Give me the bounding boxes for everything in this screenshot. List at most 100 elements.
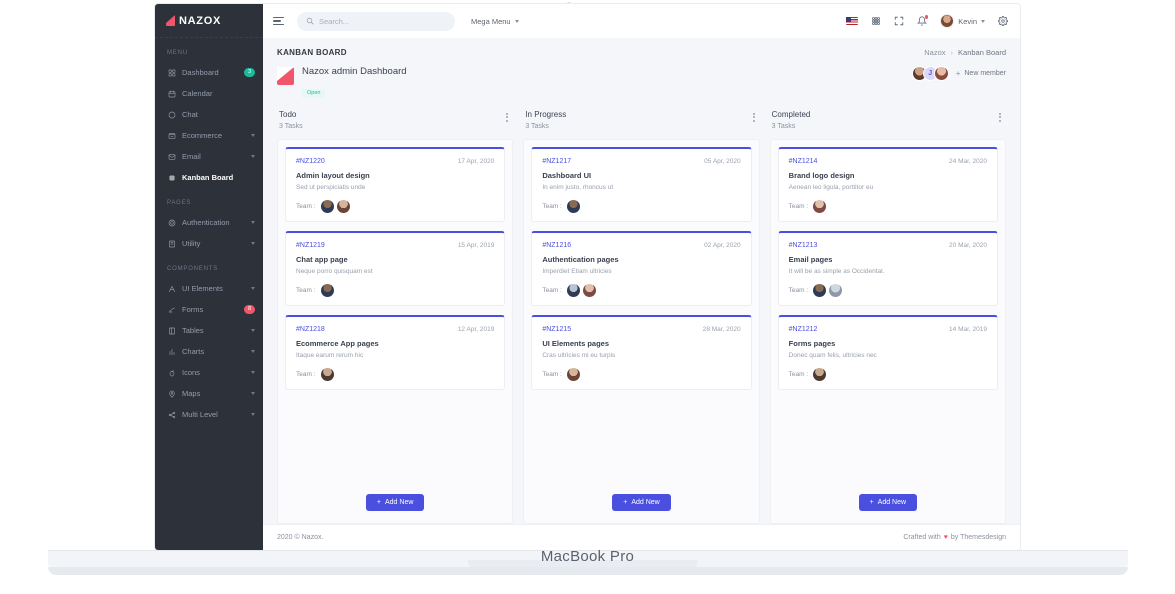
user-name: Kevin	[958, 16, 977, 26]
sidebar-item-authentication[interactable]: Authentication	[155, 212, 263, 233]
menu-toggle-icon[interactable]	[273, 16, 285, 26]
avatar[interactable]	[336, 200, 350, 213]
avatar[interactable]	[320, 284, 334, 297]
task-date: 02 Apr, 2020	[704, 242, 741, 249]
avatar[interactable]	[566, 200, 580, 213]
brand-logo[interactable]: NAZOX	[155, 4, 263, 38]
sidebar-item-label: Dashboard	[182, 68, 219, 77]
column-title-group: Completed 3 Tasks	[772, 110, 811, 130]
avatar[interactable]	[813, 368, 827, 381]
mega-menu-dropdown[interactable]: Mega Menu	[471, 17, 519, 26]
task-card[interactable]: #NZ1215 28 Mar, 2020 UI Elements pages Cras…	[531, 315, 752, 390]
task-description: Neque porro quisquam est	[296, 268, 373, 275]
avatar[interactable]	[566, 284, 580, 297]
task-id[interactable]: #NZ1219	[296, 242, 325, 249]
sidebar-item-utility[interactable]: Utility	[155, 233, 263, 254]
breadcrumb-parent[interactable]: Nazox	[924, 48, 946, 57]
task-avatars	[566, 200, 580, 213]
settings-button[interactable]	[998, 16, 1008, 26]
search-box[interactable]	[297, 11, 455, 31]
avatar[interactable]	[813, 284, 827, 297]
task-card[interactable]: #NZ1219 15 Apr, 2019 Chat app page Neque po…	[285, 231, 506, 306]
add-new-wrapper: + Add New	[285, 490, 505, 523]
task-id[interactable]: #NZ1215	[542, 326, 572, 333]
column-body: #NZ1220 17 Apr, 2020 Admin layout design Se…	[277, 139, 514, 524]
task-card[interactable]: #NZ1218 12 Apr, 2019 Ecommerce App pages It…	[285, 315, 506, 390]
user-menu[interactable]: Kevin	[940, 14, 985, 28]
sidebar-item-multi-level[interactable]: Multi Level	[155, 404, 263, 425]
sidebar-item-maps[interactable]: Maps	[155, 383, 263, 404]
sidebar-item-tables[interactable]: Tables	[155, 320, 263, 341]
task-team: Team :	[789, 200, 987, 213]
task-description: Itaque earum rerum hic	[296, 352, 364, 359]
task-date: 15 Apr, 2019	[457, 242, 495, 249]
task-avatars	[566, 368, 580, 381]
task-title: Ecommerce App pages	[296, 339, 379, 348]
task-card[interactable]: #NZ1212 14 Mar, 2019 Forms pages Donec quam…	[777, 315, 998, 390]
task-card[interactable]: #NZ1216 02 Apr, 2020 Authentication pages I…	[531, 231, 752, 306]
task-date: 20 Mar, 2020	[949, 242, 987, 249]
task-id[interactable]: #NZ1212	[788, 326, 818, 333]
avatar[interactable]	[933, 66, 949, 81]
chevron-down-icon	[251, 242, 255, 245]
column-menu-button[interactable]	[996, 110, 1004, 124]
sidebar-item-ecommerce[interactable]: Ecommerce	[155, 125, 263, 146]
task-id[interactable]: #NZ1218	[296, 326, 325, 333]
fullscreen-button[interactable]	[894, 16, 904, 26]
column-menu-button[interactable]	[750, 110, 758, 124]
task-card[interactable]: #NZ1217 05 Apr, 2020 Dashboard UI In enim j…	[531, 147, 752, 222]
sidebar-item-dashboard[interactable]: Dashboard 3	[155, 62, 263, 83]
board-name: Nazox admin Dashboard	[302, 66, 407, 77]
task-card[interactable]: #NZ1213 20 Mar, 2020 Email pages It will be…	[777, 231, 998, 306]
charts-icon	[167, 347, 176, 356]
notifications-button[interactable]	[917, 15, 929, 26]
task-date: 28 Mar, 2020	[702, 326, 741, 333]
sidebar-item-chat[interactable]: Chat	[155, 104, 263, 125]
avatar[interactable]	[829, 284, 843, 297]
sidebar-item-charts[interactable]: Charts	[155, 341, 263, 362]
task-id[interactable]: #NZ1213	[788, 242, 818, 249]
add-new-task-button[interactable]: + Add New	[612, 494, 671, 511]
task-meta: #NZ1214 24 Mar, 2020	[789, 158, 987, 165]
task-team: Team :	[542, 368, 740, 381]
sidebar-item-kanban-board[interactable]: Kanban Board	[155, 167, 263, 188]
sidebar-item-badge: 8	[243, 304, 255, 315]
fullscreen-icon	[895, 16, 904, 26]
add-new-task-button[interactable]: + Add New	[858, 494, 918, 511]
multilevel-icon	[168, 411, 175, 418]
sidebar-item-calendar[interactable]: Calendar	[155, 83, 263, 104]
avatar[interactable]	[582, 284, 596, 297]
task-id[interactable]: #NZ1216	[542, 242, 572, 249]
task-id[interactable]: #NZ1214	[788, 158, 818, 165]
column-title: Todo	[279, 110, 297, 119]
avatar[interactable]	[320, 200, 334, 213]
kanban-columns: Todo 3 Tasks #NZ1220 17 Apr, 2020 Admin layo…	[277, 110, 1006, 524]
avatar[interactable]	[813, 200, 827, 213]
task-date: 17 Apr, 2020	[457, 158, 495, 165]
column-task-count: 3 Tasks	[525, 123, 549, 130]
search-input[interactable]	[319, 16, 446, 26]
sidebar-item-icons[interactable]: Icons	[155, 362, 263, 383]
task-team: Team :	[296, 200, 494, 213]
dot-icon	[752, 116, 755, 118]
task-team: Team :	[296, 368, 494, 381]
sidebar-item-forms[interactable]: Forms 8	[155, 299, 263, 320]
language-selector[interactable]	[846, 17, 859, 25]
add-new-task-button[interactable]: + Add New	[365, 494, 425, 511]
task-meta: #NZ1212 14 Mar, 2019	[789, 326, 987, 333]
task-id[interactable]: #NZ1220	[296, 158, 325, 165]
sidebar-item-label: Maps	[182, 389, 201, 398]
task-card[interactable]: #NZ1214 24 Mar, 2020 Brand logo design Aene…	[777, 147, 998, 222]
sidebar-item-email[interactable]: Email	[155, 146, 263, 167]
add-new-member-button[interactable]: + New member	[956, 69, 1006, 78]
sidebar-section-label: PAGES	[167, 200, 192, 206]
chevron-down-icon	[251, 155, 255, 158]
sidebar-item-label: Tables	[182, 326, 204, 335]
apps-grid-button[interactable]	[871, 16, 881, 26]
task-id[interactable]: #NZ1217	[542, 158, 572, 165]
column-menu-button[interactable]	[503, 110, 511, 124]
task-card[interactable]: #NZ1220 17 Apr, 2020 Admin layout design Se…	[285, 147, 506, 222]
avatar[interactable]	[566, 368, 580, 381]
sidebar-item-ui-elements[interactable]: UI Elements	[155, 278, 263, 299]
avatar[interactable]	[320, 368, 334, 381]
